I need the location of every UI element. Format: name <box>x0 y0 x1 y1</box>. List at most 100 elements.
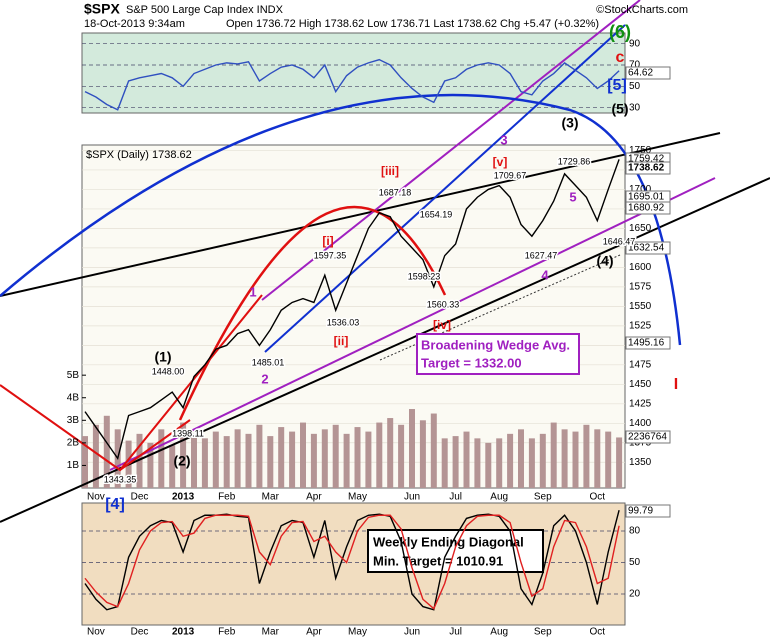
date: 18-Oct-2013 9:34am <box>84 18 185 30</box>
x-tick-label: Jul <box>449 627 462 638</box>
price-tag: 2236764 <box>628 432 667 443</box>
volume-bar <box>245 433 252 488</box>
wedge-upper <box>0 132 721 297</box>
volume-bar <box>398 424 405 488</box>
price-label: 1398.11 <box>172 428 204 438</box>
volume-bar <box>594 429 601 488</box>
x-tick-label: Dec <box>131 492 149 503</box>
volume-bar <box>365 431 372 488</box>
volume-bar <box>463 431 470 488</box>
volume-bar <box>376 422 383 488</box>
x-tick-label: Apr <box>306 627 322 638</box>
volume-bar <box>583 424 590 488</box>
x-tick-label: Oct <box>590 492 606 503</box>
price-tag-box <box>625 161 671 175</box>
volume-bar <box>267 436 274 488</box>
price-label: 1627.47 <box>525 250 558 260</box>
volume-bar <box>289 431 296 488</box>
wave-label: 5 <box>569 189 576 204</box>
quote: Open 1736.72 High 1738.62 Low 1736.71 La… <box>226 18 599 30</box>
series-line <box>84 514 620 610</box>
volume-bar <box>485 442 492 488</box>
y-tick-label: 50 <box>629 557 641 568</box>
wave-label: I <box>674 376 678 393</box>
series-line <box>84 159 620 461</box>
y-tick-label: 1350 <box>629 457 652 468</box>
volume-bar <box>561 429 568 488</box>
x-tick-label: Sep <box>534 492 552 503</box>
x-tick-label: Oct <box>590 627 606 638</box>
y-tick-label: 20 <box>629 589 641 600</box>
price-label: 1598.23 <box>408 271 441 281</box>
volume-bar <box>158 429 165 488</box>
price-tag-box <box>625 504 671 518</box>
y-tick-label: 1475 <box>629 359 652 370</box>
wave-label: 1 <box>249 284 256 299</box>
x-tick-label: Jun <box>404 492 420 503</box>
x-tick-label: Feb <box>218 492 236 503</box>
y-tick-label: 1650 <box>629 223 652 234</box>
wave-label: (1) <box>154 349 171 365</box>
x-tick-label: 2013 <box>172 627 195 638</box>
y-tick-label: 1525 <box>629 320 652 331</box>
wave-label: (4) <box>596 253 613 269</box>
y-tick-label: 1575 <box>629 282 652 293</box>
wave-label: [ii] <box>334 334 349 348</box>
price-label: 1729.86 <box>558 156 591 166</box>
wave-label: 3 <box>500 132 507 147</box>
subtitle: S&P 500 Large Cap Index INDX <box>126 4 284 16</box>
volume-bar <box>310 433 317 488</box>
wave-label: 2 <box>261 371 268 386</box>
y2-tick-label: 1B <box>67 460 80 471</box>
y2-tick-label: 2B <box>67 438 80 449</box>
x-tick-label: Mar <box>262 492 280 503</box>
volume-bar <box>474 438 481 488</box>
volume-bar <box>212 431 219 488</box>
legend: $SPX (Daily) 1738.62 <box>86 149 192 161</box>
price-tag-box <box>625 66 671 80</box>
x-tick-label: May <box>348 492 367 503</box>
price-label: 1709.67 <box>494 170 527 180</box>
y-tick-label: 1600 <box>629 262 652 273</box>
price-label: 1343.35 <box>104 474 137 484</box>
note-text: Target = 1332.00 <box>421 355 522 370</box>
rsi-panel <box>81 32 626 114</box>
volume-bar <box>343 433 350 488</box>
x-tick-label: Dec <box>131 627 149 638</box>
y-tick-label: 70 <box>629 60 641 71</box>
volume-bar <box>92 424 99 488</box>
volume-bar <box>332 424 339 488</box>
y-tick-label: 30 <box>629 102 641 113</box>
volume-bar <box>223 436 230 488</box>
note-text: Min. Target = 1010.91 <box>373 553 503 568</box>
y-tick-label: 90 <box>629 38 641 49</box>
wave-label: [v] <box>493 155 508 169</box>
volume-bar <box>321 429 328 488</box>
red-arc <box>178 205 447 421</box>
price-tag: 1495.16 <box>628 338 665 349</box>
volume-bar <box>616 437 623 488</box>
note-box <box>416 333 580 375</box>
volume-bar <box>234 429 241 488</box>
y-tick-label: 80 <box>629 526 641 537</box>
price-tag: 1759.42 <box>628 154 665 165</box>
blue-line <box>264 24 626 353</box>
note-text: Weekly Ending Diagonal <box>373 534 524 549</box>
red-line <box>119 419 191 471</box>
y-tick-label: 1550 <box>629 301 652 312</box>
volume-bar <box>136 433 143 488</box>
volume-bar <box>572 431 579 488</box>
volume-bar <box>300 422 306 488</box>
y-tick-label: 1700 <box>629 184 652 195</box>
price-tag: 1695.01 <box>628 192 665 203</box>
price-label: 1687.18 <box>379 187 412 197</box>
x-tick-label: Aug <box>490 492 508 503</box>
wave-label: [4] <box>105 496 125 513</box>
y-tick-label: 1425 <box>629 398 652 409</box>
price-tag-box <box>625 336 671 350</box>
price-tag: 64.62 <box>628 68 653 79</box>
volume-bar <box>539 433 546 488</box>
volume-bar <box>278 427 285 488</box>
volume-bar <box>550 422 557 488</box>
title: $SPX <box>84 1 120 17</box>
